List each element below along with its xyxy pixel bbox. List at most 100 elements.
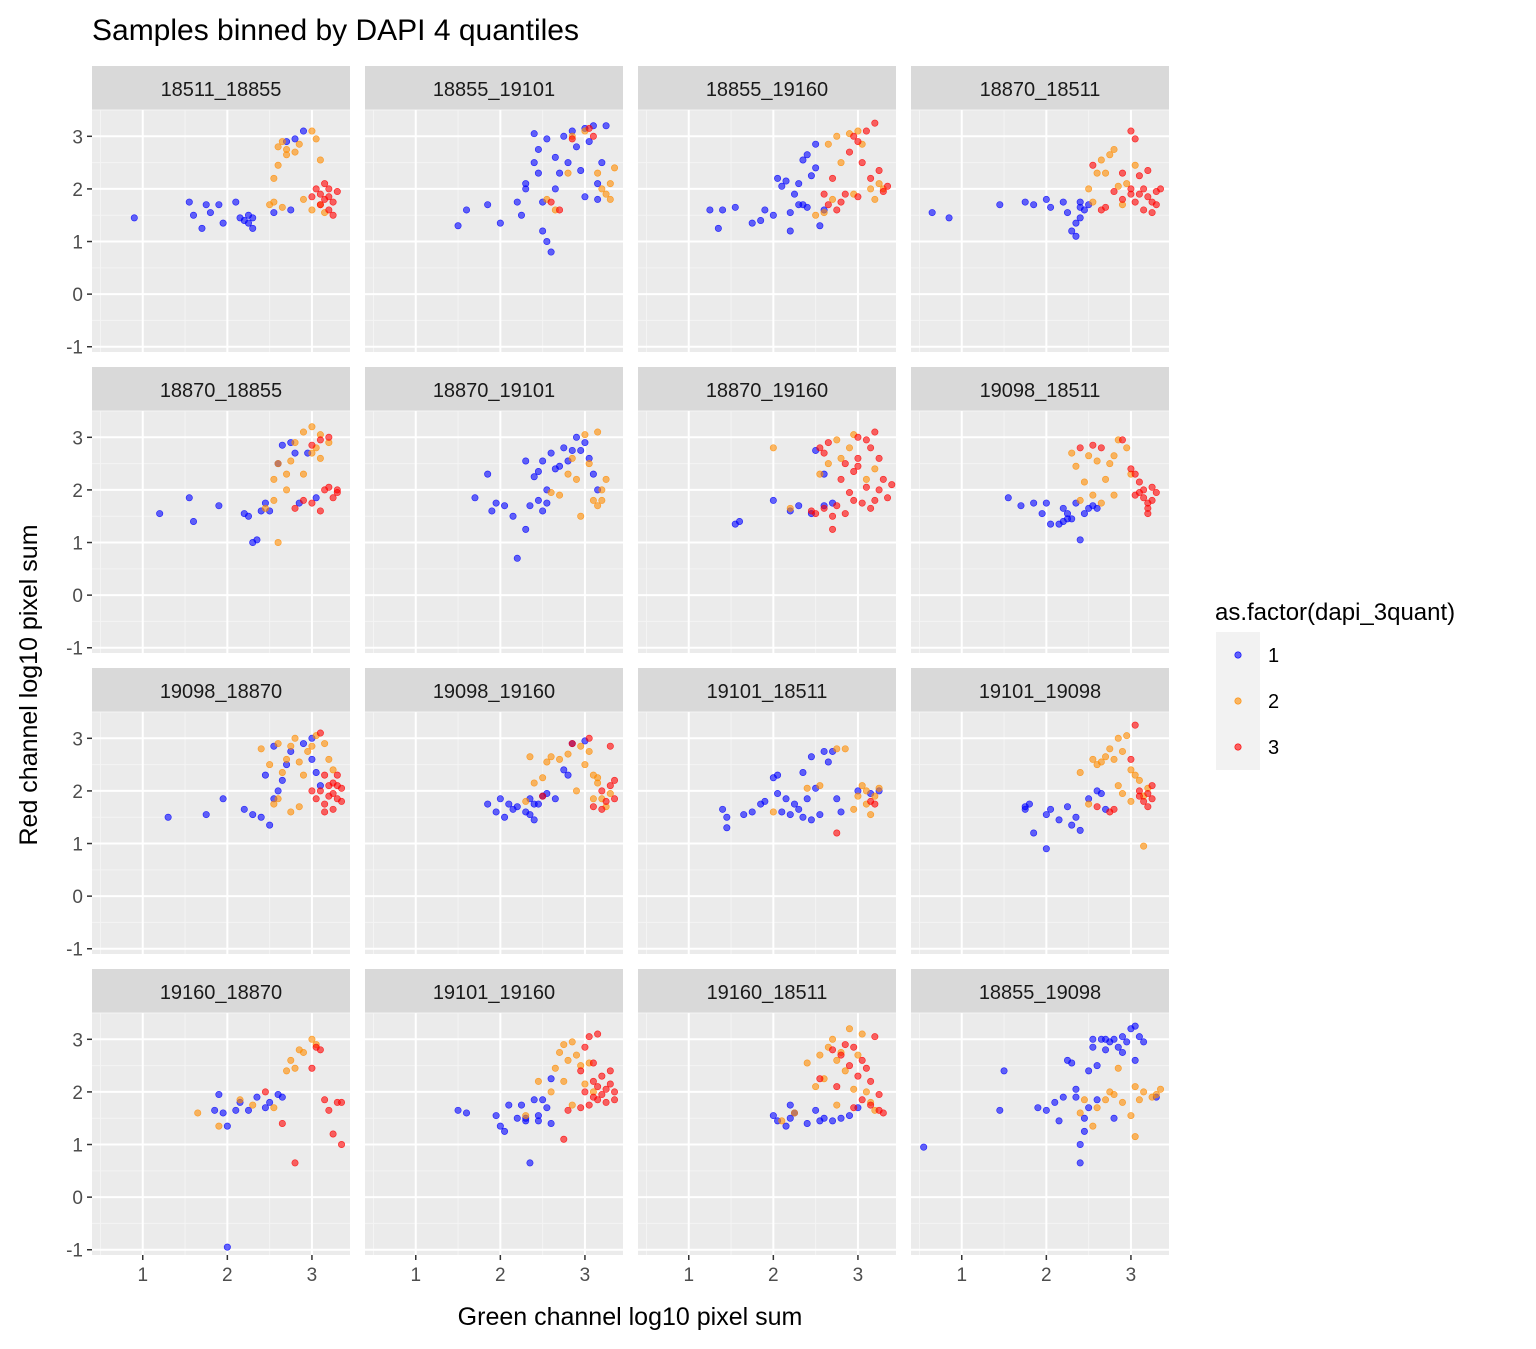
- scatter-point-group-2: [295, 140, 303, 148]
- scatter-point-group-2: [1076, 496, 1084, 504]
- scatter-point-group-2: [299, 470, 307, 478]
- scatter-point-group-3: [602, 1098, 610, 1106]
- scatter-point-group-2: [871, 792, 879, 800]
- scatter-point-group-3: [1148, 795, 1156, 803]
- scatter-point-group-1: [723, 813, 731, 821]
- scatter-point-group-1: [1051, 1098, 1059, 1106]
- scatter-point-group-1: [769, 1112, 777, 1120]
- scatter-point-group-2: [1135, 1096, 1143, 1104]
- scatter-point-group-3: [602, 797, 610, 805]
- scatter-point-group-3: [1131, 198, 1139, 206]
- panel-background: [911, 110, 1169, 352]
- scatter-point-group-2: [274, 539, 282, 547]
- facet-panel: 19101_18511: [638, 668, 896, 954]
- legend-title: as.factor(dapi_3quant): [1215, 599, 1455, 626]
- scatter-point-group-3: [1135, 787, 1143, 795]
- scatter-point-group-2: [257, 745, 265, 753]
- scatter-point-group-1: [240, 805, 248, 813]
- scatter-point-group-3: [867, 504, 875, 512]
- scatter-point-group-3: [329, 805, 337, 813]
- scatter-point-group-2: [572, 787, 580, 795]
- scatter-point-group-2: [287, 1056, 295, 1064]
- facet-panel: 19101_19098: [911, 668, 1169, 954]
- scatter-point-group-2: [194, 1109, 202, 1117]
- scatter-point-group-1: [1030, 499, 1038, 507]
- scatter-point-group-1: [492, 1112, 500, 1120]
- scatter-point-group-2: [803, 1059, 811, 1067]
- scatter-point-group-3: [1127, 127, 1135, 135]
- scatter-point-group-2: [560, 1077, 568, 1085]
- y-tick-label: -1: [66, 639, 83, 660]
- scatter-point-group-1: [782, 795, 790, 803]
- y-tick-label: 1: [72, 835, 83, 856]
- scatter-point-group-2: [1072, 462, 1080, 470]
- scatter-point-group-3: [308, 787, 316, 795]
- scatter-point-group-2: [564, 470, 572, 478]
- scatter-point-group-1: [556, 169, 564, 177]
- scatter-point-group-2: [312, 135, 320, 143]
- facet-panel: 18870_19101: [365, 367, 623, 653]
- scatter-point-group-1: [1042, 195, 1050, 203]
- scatter-point-group-1: [1042, 499, 1050, 507]
- scatter-point-group-2: [589, 795, 597, 803]
- scatter-point-group-1: [232, 198, 240, 206]
- scatter-point-group-1: [530, 473, 538, 481]
- scatter-point-group-1: [782, 177, 790, 185]
- scatter-point-group-3: [321, 808, 329, 816]
- scatter-point-group-2: [283, 486, 291, 494]
- scatter-point-group-1: [996, 201, 1004, 209]
- scatter-point-group-1: [1076, 214, 1084, 222]
- scatter-point-group-3: [871, 496, 879, 504]
- scatter-point-group-3: [854, 433, 862, 441]
- scatter-point-group-1: [786, 1114, 794, 1122]
- scatter-point-group-1: [509, 512, 517, 520]
- scatter-point-group-1: [266, 821, 274, 829]
- legend-key-point: [1234, 743, 1242, 751]
- scatter-point-group-1: [534, 145, 542, 153]
- scatter-point-group-1: [185, 494, 193, 502]
- facet-panel: 18870_18511: [911, 66, 1169, 352]
- facet-strip: [365, 969, 623, 1013]
- scatter-point-group-3: [833, 502, 841, 510]
- scatter-point-group-3: [1148, 496, 1156, 504]
- scatter-point-group-1: [1102, 1046, 1110, 1054]
- scatter-point-group-2: [308, 1035, 316, 1043]
- scatter-point-group-3: [875, 486, 883, 494]
- scatter-point-group-3: [329, 198, 337, 206]
- scatter-point-group-3: [261, 1088, 269, 1096]
- scatter-point-group-3: [816, 444, 824, 452]
- scatter-point-group-3: [577, 1067, 585, 1075]
- scatter-point-group-2: [1114, 182, 1122, 190]
- scatter-point-group-3: [321, 180, 329, 188]
- scatter-point-group-3: [1131, 491, 1139, 499]
- scatter-point-group-2: [1123, 732, 1131, 740]
- scatter-point-group-2: [594, 774, 602, 782]
- scatter-point-group-3: [850, 1043, 858, 1051]
- facet-strip: [911, 969, 1169, 1013]
- scatter-point-group-2: [283, 755, 291, 763]
- scatter-point-group-2: [862, 1088, 870, 1096]
- scatter-point-group-2: [598, 486, 606, 494]
- scatter-point-group-3: [585, 734, 593, 742]
- facet-strip-label: 19101_19098: [979, 681, 1101, 703]
- scatter-point-group-2: [308, 206, 316, 214]
- scatter-point-group-3: [338, 1141, 346, 1149]
- facet-strip-label: 18870_18855: [160, 380, 282, 402]
- scatter-point-group-1: [501, 502, 509, 510]
- scatter-point-group-1: [156, 510, 164, 518]
- scatter-point-group-1: [799, 813, 807, 821]
- scatter-point-group-1: [1030, 829, 1038, 837]
- facet-strip-label: 19160_18870: [160, 982, 282, 1004]
- scatter-point-group-2: [602, 475, 610, 483]
- scatter-point-group-2: [871, 195, 879, 203]
- scatter-point-group-1: [1089, 1035, 1097, 1043]
- scatter-point-group-1: [820, 747, 828, 755]
- y-tick-label: 1: [72, 1136, 83, 1157]
- scatter-point-group-3: [829, 525, 837, 533]
- x-tick-label: 2: [495, 1265, 506, 1286]
- scatter-point-group-1: [543, 499, 551, 507]
- y-tick-label: 2: [72, 481, 83, 502]
- scatter-point-group-1: [736, 517, 744, 525]
- scatter-point-group-1: [786, 811, 794, 819]
